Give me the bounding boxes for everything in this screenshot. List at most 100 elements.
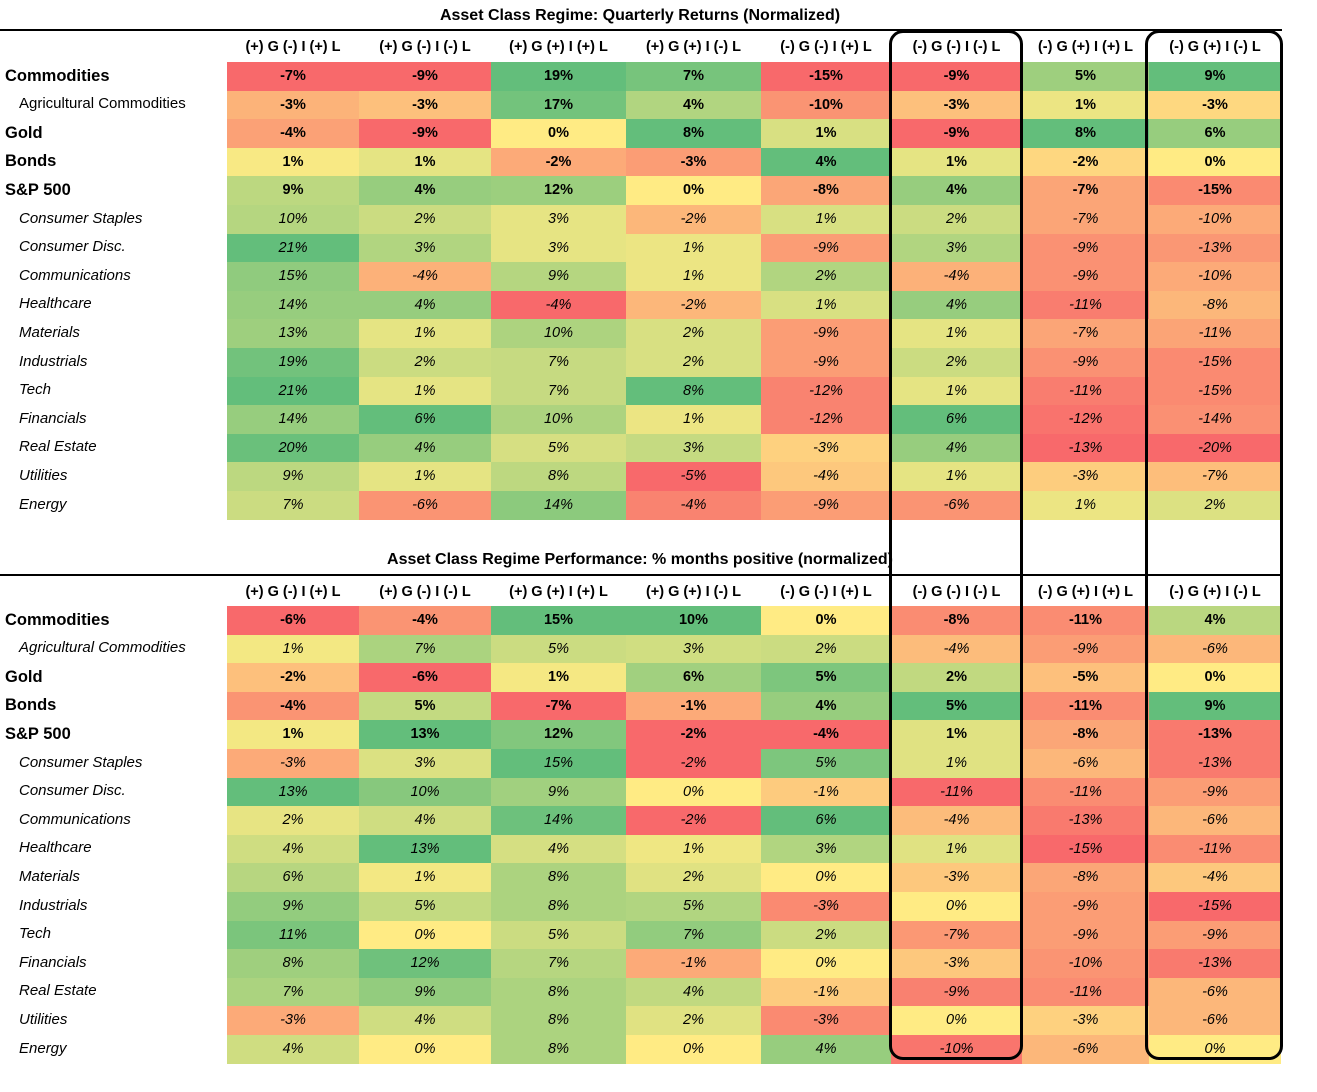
heatmap-cell: -7% <box>1022 319 1149 349</box>
heatmap-cell: 0% <box>761 949 891 979</box>
heatmap-cell: 14% <box>491 491 626 520</box>
heatmap-cell: -10% <box>1149 205 1281 234</box>
heatmap-cell: 8% <box>227 949 359 979</box>
heatmap-cell: 4% <box>359 1006 491 1036</box>
heatmap-cell: -6% <box>1149 634 1281 664</box>
heatmap-cell: 5% <box>491 634 626 664</box>
row-label: Industrials <box>19 352 88 370</box>
heatmap-cell: 1% <box>891 462 1022 492</box>
heatmap-cell: -4% <box>761 720 891 750</box>
heatmap-cell: 13% <box>359 720 491 750</box>
heatmap-cell: -6% <box>1022 749 1149 778</box>
heatmap-cell: 4% <box>359 176 491 206</box>
heatmap-cell: 2% <box>761 262 891 292</box>
heatmap-cell: 2% <box>626 863 761 893</box>
row-label: Consumer Staples <box>19 753 143 771</box>
heatmap-cell: 19% <box>491 62 626 91</box>
column-header: (+) G (+) I (-) L <box>645 584 742 600</box>
heatmap-cell: -3% <box>359 90 491 120</box>
heatmap-cell: 14% <box>227 405 359 435</box>
heatmap-cell: 1% <box>891 376 1022 406</box>
heatmap-cell: -4% <box>491 290 626 320</box>
heatmap-cell: 15% <box>491 606 626 635</box>
heatmap-cell: -4% <box>891 262 1022 292</box>
heatmap-cell: -3% <box>1149 90 1281 120</box>
heatmap-cell: 8% <box>491 892 626 921</box>
row-label: Materials <box>19 323 80 341</box>
row-label: Gold <box>5 667 43 686</box>
column-header: (+) G (+) I (+) L <box>509 39 608 55</box>
heatmap-cell: 2% <box>626 348 761 377</box>
heatmap-cell: 20% <box>227 433 359 463</box>
heatmap-cell: -4% <box>1149 863 1281 893</box>
row-label: Healthcare <box>19 295 92 313</box>
heatmap-cell: 10% <box>227 205 359 234</box>
heatmap-cell: 13% <box>227 319 359 349</box>
heatmap-cell: -1% <box>626 691 761 721</box>
column-header: (+) G (-) I (-) L <box>379 39 471 55</box>
heatmap-cell: -6% <box>359 491 491 520</box>
heatmap-cell: 0% <box>891 1006 1022 1036</box>
heatmap-cell: -9% <box>1022 634 1149 664</box>
heatmap-cell: -13% <box>1149 233 1281 263</box>
heatmap-cell: 1% <box>626 405 761 435</box>
heatmap-cell: -9% <box>761 348 891 377</box>
heatmap-cell: -9% <box>1022 892 1149 921</box>
heatmap-cell: 8% <box>491 977 626 1007</box>
heatmap-cell: -7% <box>491 691 626 721</box>
row-label: Financials <box>19 409 87 427</box>
heatmap-cell: -8% <box>891 606 1022 635</box>
heatmap-cell: 1% <box>891 720 1022 750</box>
heatmap-cell: 8% <box>626 376 761 406</box>
heatmap-cell: 3% <box>359 233 491 263</box>
column-header: (+) G (-) I (-) L <box>379 584 471 600</box>
quarterly-returns-title: Asset Class Regime: Quarterly Returns (N… <box>439 7 841 24</box>
heatmap-cell: -9% <box>1149 777 1281 807</box>
heatmap-cell: -15% <box>1022 834 1149 864</box>
heatmap-cell: 17% <box>491 90 626 120</box>
heatmap-cell: 14% <box>491 806 626 836</box>
heatmap-cell: 10% <box>626 606 761 635</box>
heatmap-cell: -8% <box>1022 720 1149 750</box>
heatmap-cell: -9% <box>1022 920 1149 950</box>
heatmap-cell: 4% <box>227 834 359 864</box>
months-positive-divider <box>0 574 1282 576</box>
heatmap-cell: -4% <box>891 634 1022 664</box>
heatmap-cell: -3% <box>626 147 761 177</box>
heatmap-cell: 1% <box>761 290 891 320</box>
heatmap-cell: 1% <box>1022 90 1149 120</box>
heatmap-cell: 10% <box>491 405 626 435</box>
heatmap-cell: 21% <box>227 376 359 406</box>
heatmap-cell: -9% <box>359 62 491 91</box>
heatmap-cell: -2% <box>491 147 626 177</box>
heatmap-cell: 8% <box>491 1006 626 1036</box>
heatmap-cell: 4% <box>761 1035 891 1064</box>
heatmap-cell: 1% <box>227 147 359 177</box>
heatmap-cell: 4% <box>891 433 1022 463</box>
column-header: (-) G (+) I (-) L <box>1169 584 1261 600</box>
heatmap-cell: -11% <box>1022 606 1149 635</box>
quarterly-returns-divider <box>0 29 1282 31</box>
heatmap-cell: -15% <box>1149 892 1281 921</box>
row-label: Commodities <box>5 66 110 85</box>
heatmap-cell: -11% <box>1022 376 1149 406</box>
heatmap-cell: -9% <box>891 977 1022 1007</box>
heatmap-cell: 4% <box>491 834 626 864</box>
heatmap-cell: 15% <box>227 262 359 292</box>
heatmap-cell: 0% <box>1149 1035 1281 1064</box>
heatmap-cell: 0% <box>626 1035 761 1064</box>
heatmap-cell: 0% <box>1149 663 1281 693</box>
heatmap-cell: 21% <box>227 233 359 263</box>
row-label: Bonds <box>5 696 57 715</box>
heatmap-cell: 9% <box>1149 62 1281 91</box>
heatmap-cell: -9% <box>761 319 891 349</box>
column-header: (-) G (+) I (-) L <box>1169 39 1261 55</box>
heatmap-cell: 1% <box>359 319 491 349</box>
heatmap-cell: -2% <box>626 205 761 234</box>
heatmap-cell: -14% <box>1149 405 1281 435</box>
heatmap-cell: 7% <box>491 949 626 979</box>
heatmap-cell: 7% <box>626 62 761 91</box>
heatmap-cell: -11% <box>1022 777 1149 807</box>
column-header: (+) G (-) I (+) L <box>245 584 341 600</box>
heatmap-cell: 6% <box>761 806 891 836</box>
